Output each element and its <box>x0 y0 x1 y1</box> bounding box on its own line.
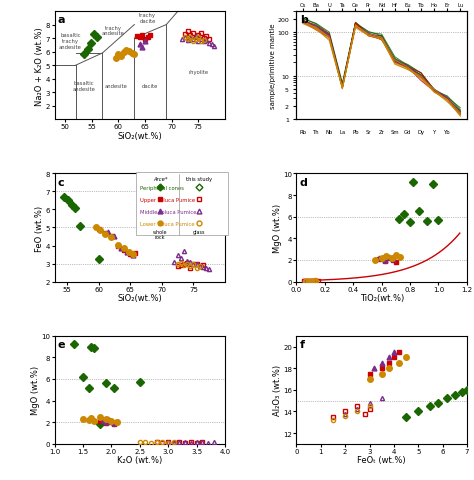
X-axis label: FeOₜ (wt.%): FeOₜ (wt.%) <box>357 456 406 465</box>
Text: Peripheral cones: Peripheral cones <box>140 186 184 191</box>
Text: dacite: dacite <box>142 84 158 89</box>
X-axis label: TiO₂(wt.%): TiO₂(wt.%) <box>360 294 404 302</box>
Y-axis label: MgO (wt.%): MgO (wt.%) <box>31 365 40 415</box>
Bar <box>137 173 228 236</box>
X-axis label: SiO₂(wt.%): SiO₂(wt.%) <box>118 132 162 141</box>
Text: basaltic
andesite: basaltic andesite <box>73 81 95 92</box>
Text: glass: glass <box>193 229 206 234</box>
Y-axis label: Al₂O₃ (wt.%): Al₂O₃ (wt.%) <box>273 364 282 416</box>
Text: d: d <box>300 177 308 187</box>
Text: trachy
dacite: trachy dacite <box>139 13 156 24</box>
Text: f: f <box>300 339 305 349</box>
X-axis label: SiO₂(wt.%): SiO₂(wt.%) <box>118 294 162 302</box>
Y-axis label: FeO (wt.%): FeO (wt.%) <box>36 205 45 251</box>
Text: Middle Toluca Pumice: Middle Toluca Pumice <box>140 209 196 214</box>
Text: rhyolite: rhyolite <box>188 70 209 75</box>
Text: trachy
andesite: trachy andesite <box>101 25 125 36</box>
Text: whole
rock: whole rock <box>153 229 167 240</box>
Text: c: c <box>58 177 64 187</box>
Y-axis label: sample/primitive mantle: sample/primitive mantle <box>270 24 276 108</box>
Y-axis label: Na₂O + K₂O (wt.%): Na₂O + K₂O (wt.%) <box>36 27 45 105</box>
Text: this study: this study <box>186 176 212 181</box>
Text: Lower Toluca Pumice: Lower Toluca Pumice <box>140 221 194 226</box>
Text: b: b <box>300 15 308 25</box>
Text: a: a <box>58 15 65 25</box>
Text: Arce*: Arce* <box>153 176 167 181</box>
X-axis label: K₂O (wt.%): K₂O (wt.%) <box>117 456 162 465</box>
Y-axis label: MgO (wt.%): MgO (wt.%) <box>273 204 282 252</box>
Text: e: e <box>58 339 65 349</box>
Text: Upper Toluca Pumice: Upper Toluca Pumice <box>140 197 195 203</box>
Text: andesite: andesite <box>104 84 127 89</box>
Text: basaltic
trachy
andesite: basaltic trachy andesite <box>59 34 82 50</box>
